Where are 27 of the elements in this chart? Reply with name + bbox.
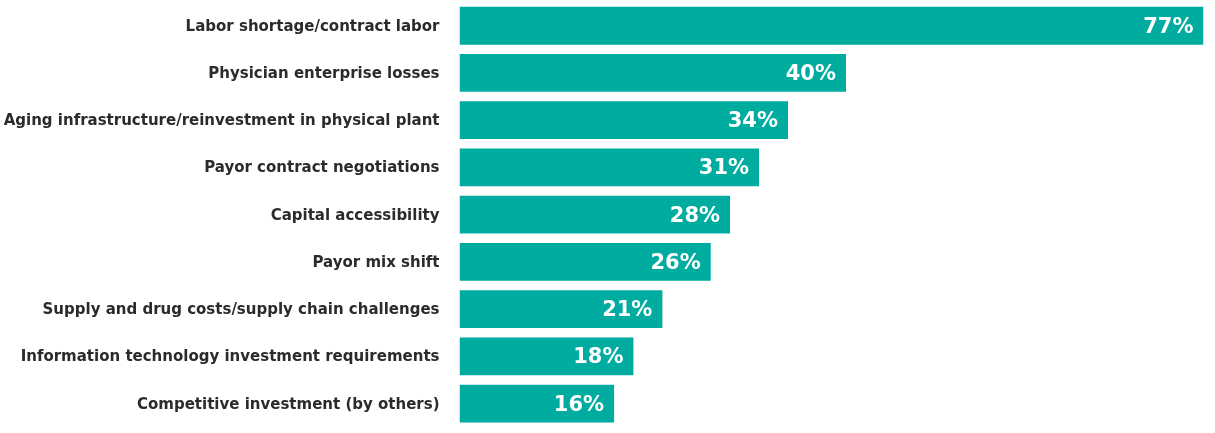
data-label: 21% <box>602 297 653 322</box>
y-tick-label: Payor contract negotiations <box>204 158 440 177</box>
data-label: 18% <box>573 344 624 369</box>
bar <box>459 148 760 187</box>
y-tick-label: Aging infrastructure/reinvestment in physical plant <box>3 111 440 130</box>
y-tick-label: Information technology investment requirements <box>20 347 440 366</box>
data-label: 26% <box>650 249 701 274</box>
y-tick-label: Capital accessibility <box>270 205 440 224</box>
bar <box>459 290 663 328</box>
data-label: 31% <box>698 155 750 180</box>
bar <box>459 242 711 281</box>
bar <box>459 195 731 234</box>
data-label: 34% <box>727 108 779 133</box>
bar <box>459 101 789 140</box>
y-tick-label: Competitive investment (by others) <box>137 394 440 413</box>
y-tick-label: Supply and drug costs/supply chain challenges <box>42 300 440 319</box>
y-tick-label: Labor shortage/contract labor <box>185 16 441 35</box>
bar <box>459 384 615 423</box>
data-label: 16% <box>553 391 605 416</box>
y-tick-label: Payor mix shift <box>312 252 440 271</box>
data-label: 77% <box>1143 13 1194 38</box>
data-label: 28% <box>669 202 721 227</box>
bar <box>459 337 634 376</box>
y-tick-label: Physician enterprise losses <box>208 63 440 82</box>
bar <box>459 54 846 92</box>
bar <box>459 6 1204 45</box>
data-label: 40% <box>785 60 836 85</box>
